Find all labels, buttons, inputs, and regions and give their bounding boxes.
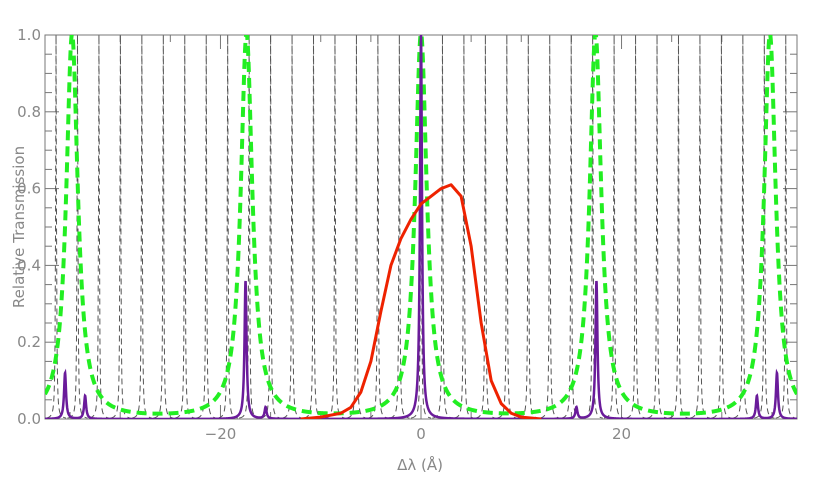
comb-peak-line (475, 35, 496, 419)
comb-peak-line (625, 35, 646, 419)
comb-peak-line (174, 35, 195, 419)
comb-peak-line (217, 35, 238, 419)
purple-peaks-series (45, 35, 797, 419)
comb-peak-line (346, 35, 367, 419)
comb-peak-line (303, 35, 324, 419)
comb-peak-line (239, 35, 260, 419)
comb-peak-line (367, 35, 389, 419)
y-tick-label: 0.0 (17, 410, 41, 428)
comb-peak-line (153, 35, 174, 419)
comb-peak-line (754, 35, 775, 419)
x-tick-label: −20 (205, 425, 237, 443)
y-tick-label: 1.0 (17, 26, 41, 44)
y-tick-label: 0.6 (17, 180, 41, 198)
comb-peak-line (518, 35, 539, 419)
comb-peak-line (432, 35, 453, 419)
x-axis-title: Δλ (Å) (397, 455, 443, 474)
comb-peak-line (88, 35, 110, 419)
comb-peak-line (561, 35, 582, 419)
x-tick-label: 20 (612, 425, 631, 443)
comb-peak-line (539, 35, 560, 419)
comb-peak-line (668, 35, 689, 419)
red-passband-series (300, 183, 542, 419)
axis-ticks: 0.0 0.2 0.4 0.6 0.8 1.0 −20 0 20 (17, 26, 797, 443)
y-axis-title: Relative Transmission (10, 146, 28, 308)
comb-peak-line (324, 35, 346, 419)
comb-peak-line (453, 35, 475, 419)
comb-peak-line (732, 35, 753, 419)
comb-peak-line (689, 35, 711, 419)
comb-peak-line (603, 35, 625, 419)
comb-peak-line (260, 35, 281, 419)
comb-peak-line (67, 35, 88, 419)
comb-peak-line (281, 35, 303, 419)
comb-peak-line (646, 35, 668, 419)
y-tick-label: 0.8 (17, 103, 41, 121)
comb-peak-line (775, 35, 796, 419)
comb-peak-line (45, 35, 67, 419)
y-tick-label: 0.4 (17, 256, 41, 274)
comb-peak-line (110, 35, 131, 419)
comb-peak-line (131, 35, 152, 419)
comb-peak-line (410, 35, 432, 419)
series-group (45, 35, 797, 419)
x-tick-label: 0 (416, 425, 426, 443)
comb-peak-line (711, 35, 732, 419)
y-tick-label: 0.2 (17, 333, 41, 351)
comb-peak-line (389, 35, 410, 419)
green-dashed-series (45, 35, 797, 416)
comb-peak-line (196, 35, 217, 419)
comb-peak-line (496, 35, 517, 419)
